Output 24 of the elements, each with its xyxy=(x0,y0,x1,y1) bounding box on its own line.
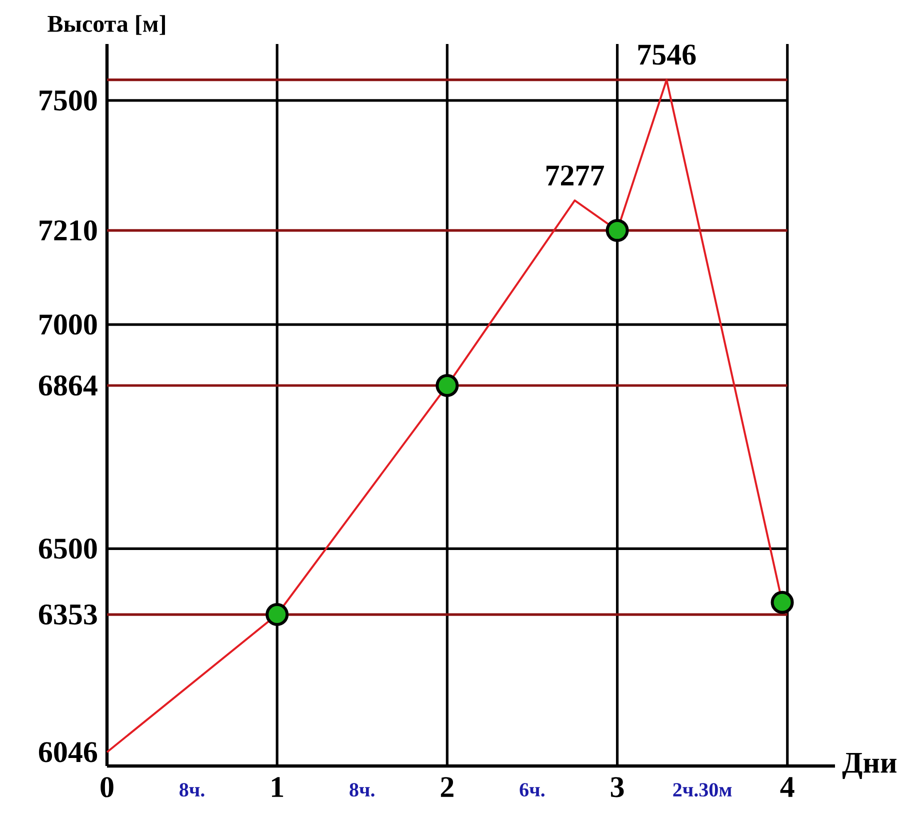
y-tick-label: 6353 xyxy=(38,604,97,625)
x-tick-label: 4 xyxy=(780,777,794,797)
x-axis-title: Дни xyxy=(842,752,896,780)
text: 8ч. xyxy=(180,783,204,797)
x-tick-label: 3 xyxy=(610,777,624,798)
text: 2ч.30м xyxy=(673,783,732,797)
y-tick-label: 7210 xyxy=(40,220,97,241)
y-tick-label: 6046 xyxy=(38,742,98,762)
y-tick-label: 7000 xyxy=(40,314,97,335)
y-tick-label: 6864 xyxy=(38,375,98,396)
point xyxy=(436,374,459,398)
y-axis-title: Высота [м] xyxy=(48,15,165,35)
annotation: 7546 xyxy=(638,44,696,65)
x-tick-label: 1 xyxy=(272,777,284,797)
annotation: 7277 xyxy=(546,165,604,186)
text: 6ч. xyxy=(520,783,544,797)
point xyxy=(606,218,629,242)
y-tick-label: 7500 xyxy=(40,90,97,111)
x-tick-label: 0 xyxy=(100,777,114,798)
point xyxy=(266,603,289,626)
y-tick-label: 6500 xyxy=(38,538,97,559)
point xyxy=(770,590,794,614)
x-tick-label: 2 xyxy=(440,777,454,797)
text: 8ч. xyxy=(350,783,374,797)
